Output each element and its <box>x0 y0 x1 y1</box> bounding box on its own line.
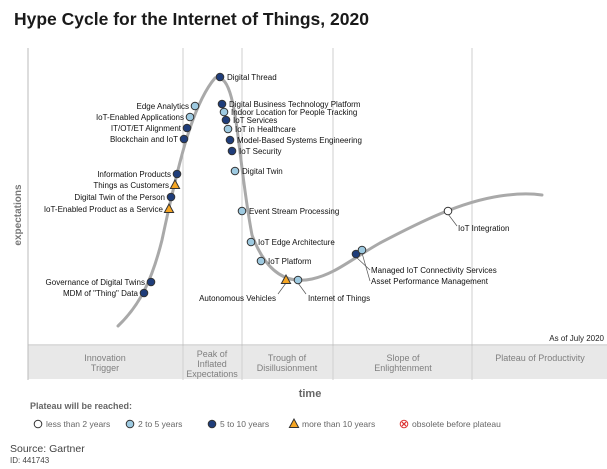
data-point: Event Stream Processing <box>237 206 339 216</box>
phase-label-peak: Peak of Inflated Expectations <box>186 349 238 379</box>
data-point: Asset Performance Management <box>357 245 489 286</box>
data-point-marker <box>219 107 229 117</box>
data-point-label: Autonomous Vehicles <box>199 294 276 303</box>
data-point-marker <box>351 249 361 259</box>
data-point-marker <box>166 192 176 202</box>
data-point-label: Things as Customers <box>93 181 169 190</box>
data-points: Governance of Digital Twins MDM of "Thing… <box>44 72 509 303</box>
phase-labels: Innovation Trigger Peak of Inflated Expecta… <box>84 349 585 379</box>
leader-line <box>355 256 371 271</box>
x-axis-label: time <box>299 388 322 400</box>
data-point-label: Blockchain and IoT <box>110 135 178 144</box>
data-point-marker <box>225 135 235 145</box>
data-point-marker <box>217 99 227 109</box>
document-id: ID: 441743 <box>10 456 50 465</box>
data-point-label: Digital Twin <box>242 167 283 176</box>
data-point-label: IoT Integration <box>458 224 509 233</box>
data-point: Digital Twin of the Person <box>74 192 176 202</box>
data-point: Information Products <box>97 169 182 179</box>
data-point: Blockchain and IoT <box>110 134 189 144</box>
data-point: Model-Based Systems Engineering <box>225 135 362 145</box>
data-point: Things as Customers <box>93 178 181 190</box>
data-point-label: MDM of "Thing" Data <box>63 289 139 298</box>
data-point-label: Information Products <box>97 170 171 179</box>
data-point-label: Indoor Location for People Tracking <box>231 108 357 117</box>
data-point-marker <box>146 277 156 287</box>
data-point: Internet of Things <box>293 275 370 303</box>
data-point-marker <box>293 275 303 285</box>
data-point-marker <box>237 206 247 216</box>
data-point-label: Governance of Digital Twins <box>46 278 145 287</box>
phase-band <box>28 346 607 379</box>
data-point-label: IoT Security <box>239 147 282 156</box>
data-point-label: Digital Thread <box>227 73 277 82</box>
data-point-label: Event Stream Processing <box>249 207 339 216</box>
data-point-marker <box>280 273 292 284</box>
data-point: Edge Analytics <box>137 101 200 111</box>
data-point: IoT Security <box>227 146 282 156</box>
data-point-marker <box>182 123 192 133</box>
data-point: MDM of "Thing" Data <box>63 288 149 298</box>
data-point-label: Managed IoT Connectivity Services <box>371 266 497 275</box>
data-point-marker <box>223 124 233 134</box>
data-point-label: Digital Business Technology Platform <box>229 100 361 109</box>
source-label: Source: Gartner <box>10 443 85 455</box>
data-point-marker <box>169 178 181 189</box>
leader-line <box>297 282 307 295</box>
data-point: Indoor Location for People Tracking <box>219 107 357 117</box>
data-point-label: Model-Based Systems Engineering <box>237 136 362 145</box>
data-point-marker <box>179 134 189 144</box>
data-point: IoT Edge Architecture <box>246 237 335 247</box>
leader-line <box>277 282 287 295</box>
data-point: IoT in Healthcare <box>223 124 296 134</box>
data-point-label: IoT-Enabled Product as a Service <box>44 205 164 214</box>
data-point: Managed IoT Connectivity Services <box>351 249 497 275</box>
data-point-marker <box>256 256 266 266</box>
phase-label-plateau: Plateau of Productivity <box>495 353 585 363</box>
data-point: Autonomous Vehicles <box>199 273 292 303</box>
chart-title: Hype Cycle for the Internet of Things, 2… <box>14 9 369 29</box>
data-point-marker <box>230 166 240 176</box>
data-point-label: IoT Edge Architecture <box>258 238 335 247</box>
data-point: Digital Twin <box>230 166 283 176</box>
leader-line <box>361 252 371 282</box>
data-point-label: Asset Performance Management <box>371 277 489 286</box>
data-point-label: IoT Services <box>233 116 277 125</box>
data-point-marker <box>221 115 231 125</box>
data-point-marker <box>139 288 149 298</box>
leader-line <box>447 213 458 227</box>
as-of-label: As of July 2020 <box>549 334 604 343</box>
data-point-label: Edge Analytics <box>137 102 189 111</box>
data-point: Digital Business Technology Platform <box>217 99 361 109</box>
data-point-marker <box>443 206 453 216</box>
data-point-label: IoT in Healthcare <box>235 125 296 134</box>
data-point-label: IoT-Enabled Applications <box>96 113 184 122</box>
data-point-marker <box>163 202 175 213</box>
data-point-label: IT/OT/ET Alignment <box>111 124 182 133</box>
data-point-marker <box>172 169 182 179</box>
data-point: IoT Services <box>221 115 277 125</box>
phase-label-slope: Slope of Enlightenment <box>374 353 432 373</box>
data-point-marker <box>357 245 367 255</box>
data-point: IoT-Enabled Product as a Service <box>44 202 175 214</box>
data-point: IoT-Enabled Applications <box>96 112 195 122</box>
phase-label-trough: Trough of Disillusionment <box>257 353 318 373</box>
phase-label-innovation-trigger: Innovation Trigger <box>84 353 126 373</box>
data-point-marker <box>185 112 195 122</box>
y-axis-label: expectations <box>13 184 24 246</box>
data-point-label: Internet of Things <box>308 294 370 303</box>
data-point-marker <box>215 72 225 82</box>
data-point: IT/OT/ET Alignment <box>111 123 192 133</box>
data-point-label: IoT Platform <box>268 257 312 266</box>
data-point-marker <box>190 101 200 111</box>
data-point-marker <box>227 146 237 156</box>
data-point: Digital Thread <box>215 72 277 82</box>
data-point: IoT Integration <box>443 206 509 233</box>
data-point: IoT Platform <box>256 256 312 266</box>
data-point: Governance of Digital Twins <box>46 277 156 287</box>
data-point-marker <box>246 237 256 247</box>
data-point-label: Digital Twin of the Person <box>74 193 165 202</box>
